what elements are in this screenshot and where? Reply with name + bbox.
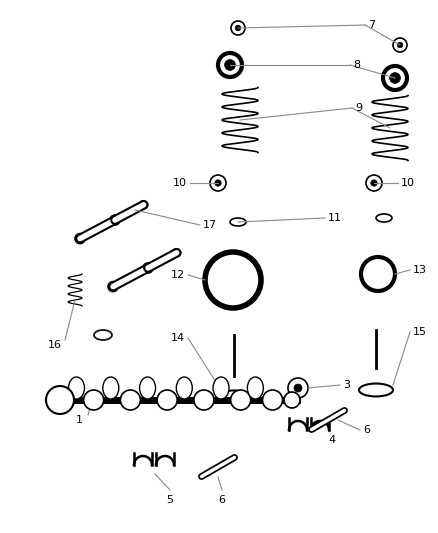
Circle shape (262, 390, 283, 410)
Circle shape (294, 384, 302, 392)
Circle shape (157, 390, 177, 410)
Circle shape (397, 42, 403, 48)
Circle shape (383, 66, 407, 90)
Text: 11: 11 (328, 213, 342, 223)
Text: 15: 15 (413, 327, 427, 337)
Text: 9: 9 (355, 103, 362, 113)
Circle shape (225, 60, 235, 70)
Ellipse shape (177, 377, 192, 399)
Circle shape (84, 390, 104, 410)
Circle shape (75, 233, 85, 244)
Circle shape (173, 249, 180, 257)
Circle shape (231, 21, 245, 35)
Text: 16: 16 (48, 340, 62, 350)
Text: 10: 10 (173, 178, 187, 188)
Ellipse shape (103, 377, 119, 399)
Circle shape (218, 53, 242, 77)
Circle shape (215, 180, 221, 186)
Circle shape (389, 72, 400, 83)
Ellipse shape (94, 330, 112, 340)
Text: 4: 4 (328, 435, 335, 445)
Circle shape (143, 263, 153, 273)
Ellipse shape (68, 377, 85, 399)
Circle shape (46, 386, 74, 414)
Circle shape (371, 180, 377, 186)
Ellipse shape (376, 214, 392, 222)
Text: 12: 12 (171, 270, 185, 280)
Text: 13: 13 (413, 265, 427, 275)
Ellipse shape (247, 377, 263, 399)
Text: 3: 3 (343, 380, 350, 390)
Text: 7: 7 (368, 20, 375, 30)
Circle shape (108, 281, 118, 292)
Circle shape (140, 201, 148, 209)
Circle shape (288, 378, 308, 398)
Ellipse shape (140, 377, 155, 399)
Text: 6: 6 (219, 495, 226, 505)
Text: 17: 17 (203, 220, 217, 230)
Circle shape (231, 390, 251, 410)
Text: 1: 1 (76, 415, 83, 425)
Circle shape (210, 175, 226, 191)
Ellipse shape (213, 377, 229, 399)
Text: 8: 8 (353, 60, 360, 70)
Circle shape (120, 390, 141, 410)
Text: 14: 14 (171, 333, 185, 343)
Circle shape (284, 392, 300, 408)
Ellipse shape (230, 218, 246, 226)
Circle shape (110, 215, 120, 225)
Circle shape (54, 390, 74, 410)
Text: 6: 6 (363, 425, 370, 435)
Ellipse shape (359, 384, 393, 397)
Text: 10: 10 (401, 178, 415, 188)
Circle shape (194, 390, 214, 410)
Ellipse shape (221, 391, 247, 400)
Circle shape (393, 38, 407, 52)
Circle shape (235, 25, 241, 31)
Circle shape (366, 175, 382, 191)
Text: 5: 5 (166, 495, 173, 505)
